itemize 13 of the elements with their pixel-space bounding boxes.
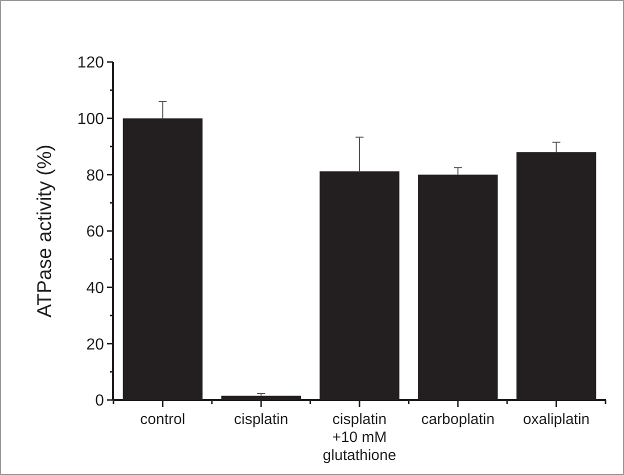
y-tick-label: 20	[86, 336, 104, 354]
y-tick-label: 60	[86, 224, 104, 241]
y-tick-label: 40	[86, 280, 104, 297]
y-tick-label: 100	[77, 110, 104, 128]
x-tick-label: cisplatin	[234, 411, 288, 428]
y-tick-label: 0	[95, 392, 104, 410]
y-tick-label: 80	[86, 167, 104, 184]
x-tick-label: control	[140, 411, 186, 428]
x-tick-label: carboplatin	[421, 411, 495, 428]
y-axis-title: ATPase activity (%)	[34, 144, 56, 318]
x-tick-label: cisplatin +10 mM glutathione	[322, 411, 396, 464]
y-tick-label: 120	[77, 54, 104, 72]
x-tick-label: oxaliplatin	[522, 411, 590, 428]
